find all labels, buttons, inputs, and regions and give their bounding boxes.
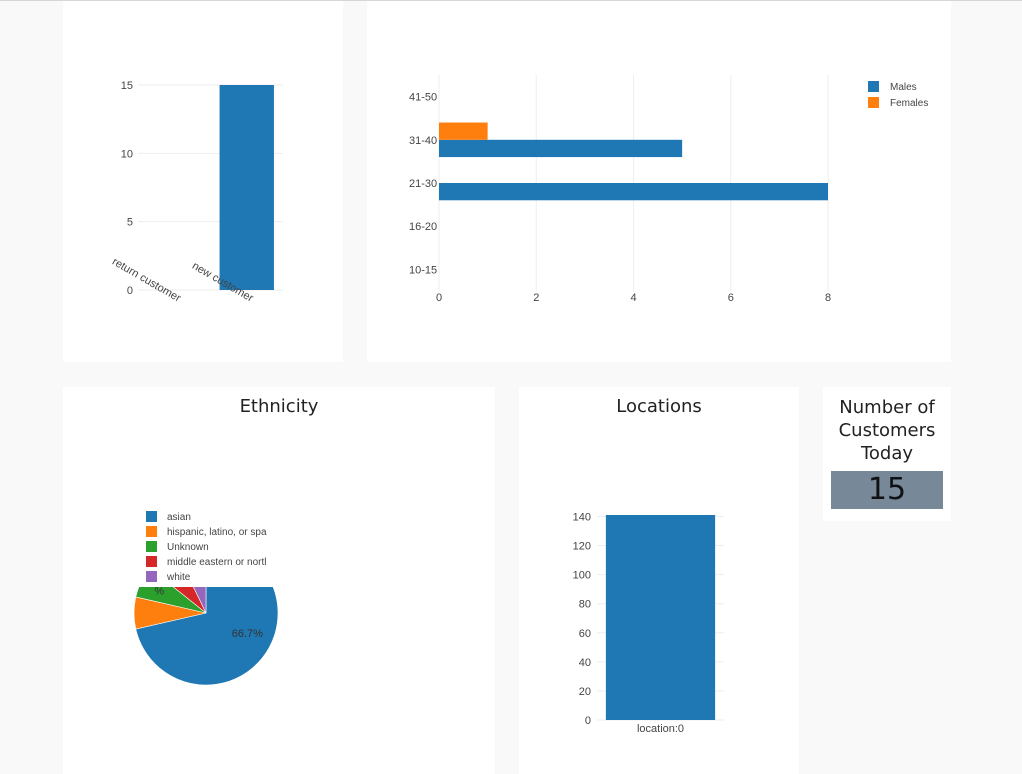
legend-label: Males bbox=[890, 82, 917, 93]
legend-label: middle eastern or nortl bbox=[167, 557, 267, 568]
legend-label: white bbox=[166, 572, 191, 583]
bar-new-customer bbox=[219, 85, 274, 290]
x-tick-label: 8 bbox=[825, 292, 831, 304]
ethnicity-chart: 66.7%%6.67%6.67% asian hispanic, latino, o… bbox=[133, 511, 279, 686]
y-tick-label: 10-15 bbox=[409, 264, 437, 276]
legend-swatch bbox=[146, 511, 157, 522]
y-tick-label: 41-50 bbox=[409, 92, 437, 104]
customer-count-title-line: Today bbox=[860, 443, 914, 464]
bar-males-31-40 bbox=[439, 139, 683, 158]
y-tick-label: 5 bbox=[127, 217, 133, 229]
x-tick-label: 4 bbox=[630, 292, 636, 304]
customer-count-title-line: Customers bbox=[838, 420, 936, 441]
bar-location bbox=[605, 515, 716, 720]
y-tick-label: 100 bbox=[573, 570, 591, 582]
y-tick-label: 10 bbox=[121, 148, 133, 160]
legend-label: hispanic, latino, or spa bbox=[167, 527, 267, 538]
legend-swatch bbox=[146, 526, 157, 537]
slice-label: 66.7% bbox=[232, 628, 263, 640]
y-tick-label: 15 bbox=[121, 80, 133, 92]
legend-label: Unknown bbox=[167, 542, 209, 553]
locations-chart: 0 20 40 60 80 100 120 140 location:0 bbox=[573, 511, 724, 735]
y-tick-label: 120 bbox=[573, 541, 591, 553]
bar-males-21-30 bbox=[439, 183, 828, 201]
legend-label: asian bbox=[167, 512, 191, 523]
y-tick-label: 0 bbox=[127, 285, 133, 297]
y-tick-label: 21-30 bbox=[409, 178, 437, 190]
pie-slice bbox=[135, 587, 279, 686]
customer-count-card: Number of Customers Today 15 bbox=[823, 387, 951, 521]
locations-title: Locations bbox=[616, 396, 702, 417]
x-tick-label: location:0 bbox=[637, 723, 684, 735]
locations-card: Locations 0 20 40 60 80 100 120 140 location:0 bbox=[519, 387, 799, 774]
legend-swatch bbox=[146, 556, 157, 567]
y-tick-label: 80 bbox=[579, 599, 591, 611]
y-tick-label: 0 bbox=[585, 715, 591, 727]
ethnicity-card: Ethnicity 66.7%% 6.67% 6.67% asian hispanic,… bbox=[63, 387, 495, 774]
ethnicity-title: Ethnicity bbox=[239, 396, 319, 417]
bar-females-31-40 bbox=[439, 122, 488, 140]
customer-count-value: 15 bbox=[831, 471, 943, 509]
x-tick-label: 6 bbox=[728, 292, 734, 304]
y-tick-label: 20 bbox=[579, 686, 591, 698]
legend-label: Females bbox=[890, 98, 928, 109]
y-tick-label: 140 bbox=[573, 511, 591, 523]
customer-type-card: 0 5 10 15 return customer new customer bbox=[63, 1, 343, 362]
slice-label: % bbox=[154, 586, 164, 598]
x-tick-label: 2 bbox=[533, 292, 539, 304]
customer-count-title-line: Number of bbox=[839, 397, 935, 418]
age-gender-chart: 0 2 4 6 8 10-15 16-20 21-30 31-40 41-50 Males Femal… bbox=[409, 75, 928, 304]
x-tick-label: 0 bbox=[436, 292, 442, 304]
legend-swatch bbox=[146, 571, 157, 582]
customer-count-title: Number of Customers Today bbox=[823, 396, 951, 465]
legend-swatch bbox=[146, 541, 157, 552]
y-tick-label: 60 bbox=[579, 628, 591, 640]
y-tick-label: 16-20 bbox=[409, 221, 437, 233]
y-tick-label: 31-40 bbox=[409, 135, 437, 147]
pie-slice bbox=[193, 587, 207, 614]
x-tick-label: return customer bbox=[110, 256, 183, 305]
pie-slice bbox=[135, 587, 207, 614]
legend-swatch bbox=[868, 81, 879, 92]
age-gender-card: 0 2 4 6 8 10-15 16-20 21-30 31-40 41-50 Males Femal… bbox=[367, 1, 951, 362]
y-tick-label: 40 bbox=[579, 657, 591, 669]
legend-swatch bbox=[868, 97, 879, 108]
pie-group: 66.7%%6.67%6.67% bbox=[133, 586, 279, 686]
